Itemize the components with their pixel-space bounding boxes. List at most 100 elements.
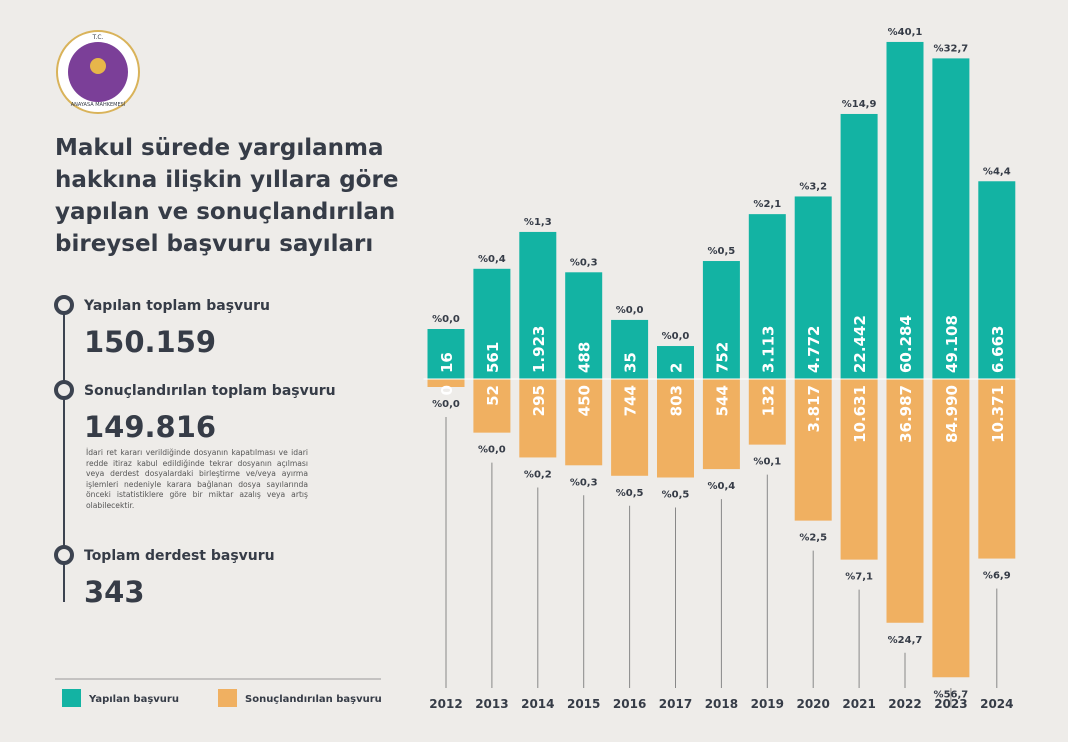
title-line: yapılan ve sonuçlandırılan bbox=[55, 199, 395, 225]
value-label: 16 bbox=[438, 352, 456, 373]
share-label: %0,3 bbox=[570, 257, 598, 268]
share-label: %4,4 bbox=[983, 166, 1011, 177]
value-label: 6.663 bbox=[989, 326, 1007, 373]
share-label: %32,7 bbox=[934, 43, 969, 54]
share-label: %0,0 bbox=[432, 399, 460, 410]
share-label: %0,2 bbox=[524, 469, 552, 480]
bar bbox=[978, 379, 1016, 559]
stat-dot bbox=[54, 295, 74, 315]
x-tick-label: 2022 bbox=[888, 697, 921, 711]
value-label: 295 bbox=[530, 385, 548, 416]
value-label: 561 bbox=[484, 342, 502, 373]
value-label: 35 bbox=[622, 352, 640, 373]
x-tick-label: 2012 bbox=[429, 697, 462, 711]
value-label: 1.923 bbox=[530, 326, 548, 373]
bar bbox=[794, 379, 832, 521]
bar bbox=[565, 272, 603, 379]
bar bbox=[473, 379, 511, 433]
share-label: %56,7 bbox=[934, 689, 969, 700]
share-label: %0,5 bbox=[662, 489, 690, 500]
x-tick-label: 2017 bbox=[659, 697, 692, 711]
legend-swatch bbox=[218, 689, 237, 707]
value-label: 10.371 bbox=[989, 385, 1007, 443]
bar bbox=[886, 379, 924, 623]
value-label: 22.442 bbox=[851, 315, 869, 373]
bar bbox=[519, 231, 557, 379]
share-label: %2,1 bbox=[753, 199, 781, 210]
logo-bottom: ANAYASA MAHKEMESİ bbox=[71, 101, 126, 108]
value-label: 60.284 bbox=[897, 315, 915, 373]
stat-value: 149.816 bbox=[84, 410, 216, 444]
share-label: %1,3 bbox=[524, 217, 552, 228]
x-tick-label: 2018 bbox=[705, 697, 738, 711]
bar bbox=[427, 379, 465, 387]
share-label: %0,3 bbox=[570, 477, 598, 488]
bar bbox=[702, 379, 740, 470]
bar bbox=[748, 379, 786, 445]
value-label: 3.817 bbox=[805, 385, 823, 432]
stat-value: 343 bbox=[84, 575, 145, 609]
value-label: 744 bbox=[622, 385, 640, 416]
share-label: %0,0 bbox=[478, 445, 506, 456]
x-tick-label: 2023 bbox=[934, 697, 967, 711]
share-label: %40,1 bbox=[888, 27, 923, 38]
value-label: 84.990 bbox=[943, 385, 961, 443]
stat-label: Toplam derdest başvuru bbox=[84, 548, 275, 564]
x-tick-label: 2021 bbox=[842, 697, 875, 711]
logo-emblem bbox=[90, 58, 106, 74]
bar bbox=[978, 181, 1016, 379]
bar bbox=[565, 379, 603, 466]
value-label: 0 bbox=[438, 385, 456, 395]
stat-dot bbox=[54, 380, 74, 400]
value-label: 49.108 bbox=[943, 315, 961, 373]
stat-dot bbox=[54, 545, 74, 565]
value-label: 752 bbox=[713, 342, 731, 373]
x-tick-label: 2013 bbox=[475, 697, 508, 711]
bar bbox=[932, 58, 970, 379]
x-tick-label: 2014 bbox=[521, 697, 554, 711]
x-tick-label: 2015 bbox=[567, 697, 600, 711]
share-label: %7,1 bbox=[845, 572, 873, 583]
logo-top: T.C. bbox=[92, 34, 104, 41]
stat-label: Yapılan toplam başvuru bbox=[83, 298, 270, 314]
x-tick-label: 2016 bbox=[613, 697, 646, 711]
value-label: 450 bbox=[576, 385, 594, 416]
bar bbox=[427, 329, 465, 379]
value-label: 52 bbox=[484, 385, 502, 406]
value-label: 10.631 bbox=[851, 385, 869, 443]
bar bbox=[748, 214, 786, 379]
bar bbox=[840, 113, 878, 379]
x-tick-label: 2019 bbox=[751, 697, 784, 711]
share-label: %0,0 bbox=[662, 331, 690, 342]
share-label: %14,9 bbox=[842, 99, 877, 110]
bar bbox=[519, 379, 557, 458]
value-label: 3.113 bbox=[759, 326, 777, 373]
bar bbox=[473, 268, 511, 379]
title-line: bireysel başvuru sayıları bbox=[55, 231, 373, 257]
value-label: 488 bbox=[576, 342, 594, 373]
bar bbox=[932, 379, 970, 678]
note: İdari ret kararı verildiğinde dosyanın k… bbox=[86, 448, 308, 510]
share-label: %24,7 bbox=[888, 635, 923, 646]
stat-label: Sonuçlandırılan toplam başvuru bbox=[84, 383, 336, 399]
bar bbox=[886, 41, 924, 380]
bar bbox=[840, 379, 878, 560]
bar bbox=[611, 379, 649, 476]
share-label: %0,4 bbox=[708, 481, 736, 492]
bar bbox=[794, 196, 832, 379]
bar bbox=[657, 379, 694, 478]
x-tick-label: 2024 bbox=[980, 697, 1013, 711]
share-label: %3,2 bbox=[799, 181, 827, 192]
value-label: 803 bbox=[668, 385, 686, 416]
share-label: %6,9 bbox=[983, 571, 1011, 582]
stat-value: 150.159 bbox=[84, 325, 216, 359]
legend-swatch bbox=[62, 689, 81, 707]
share-label: %2,5 bbox=[799, 533, 827, 544]
share-label: %0,0 bbox=[616, 305, 644, 316]
value-label: 36.987 bbox=[897, 385, 915, 443]
bar bbox=[657, 346, 694, 379]
share-label: %0,0 bbox=[432, 314, 460, 325]
x-tick-label: 2020 bbox=[796, 697, 829, 711]
